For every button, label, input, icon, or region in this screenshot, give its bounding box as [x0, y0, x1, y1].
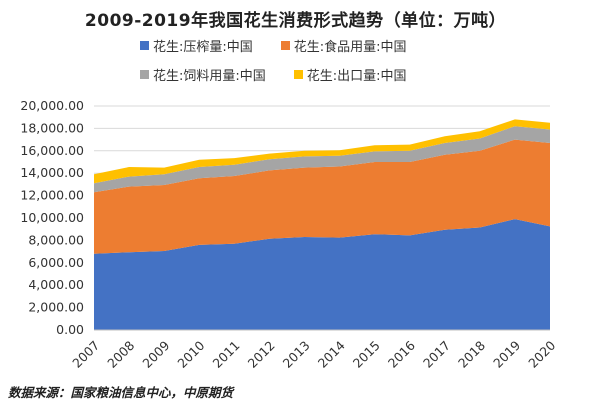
y-tick-label: 10,000.00: [20, 210, 84, 225]
x-tick-label: 2012: [245, 338, 278, 371]
legend: 花生:压榨量:中国 花生:食品用量:中国 花生:饲料用量:中国 花生:出口量:中…: [140, 36, 560, 94]
x-tick-label: 2014: [315, 338, 348, 371]
y-tick-label: 4,000.00: [28, 277, 84, 292]
area-series-1: [94, 139, 550, 254]
data-source-note: 数据来源：国家粮油信息中心，中原期货: [8, 385, 234, 400]
y-tick-label: 2,000.00: [28, 300, 84, 315]
legend-label-crush: 花生:压榨量:中国: [153, 40, 253, 55]
x-tick-label: 2011: [210, 338, 243, 371]
area-series-0: [94, 219, 550, 330]
y-tick-label: 18,000.00: [20, 120, 84, 135]
x-tick-label: 2009: [139, 338, 172, 371]
y-axis-ticks: 0.00 2,000.00 4,000.00 6,000.00 8,000.00 10,0…: [20, 98, 84, 337]
y-tick-label: 12,000.00: [20, 188, 84, 203]
y-tick-label: 0.00: [56, 322, 84, 337]
x-tick-label: 2016: [385, 338, 418, 371]
y-tick-label: 8,000.00: [28, 232, 84, 247]
x-tick-label: 2007: [69, 338, 102, 371]
y-tick-label: 20,000.00: [20, 98, 84, 113]
legend-label-food: 花生:食品用量:中国: [293, 40, 407, 55]
chart-title: 2009-2019年我国花生消费形式趋势（单位：万吨）: [84, 11, 507, 31]
x-tick-label: 2019: [490, 338, 523, 371]
legend-item-food: 花生:食品用量:中国: [280, 36, 407, 55]
y-tick-label: 6,000.00: [28, 255, 84, 270]
area-series: [94, 119, 550, 330]
x-tick-label: 2010: [174, 338, 207, 371]
legend-swatch-feed: [140, 70, 149, 79]
area-series-3: [94, 119, 550, 184]
legend-item-feed: 花生:饲料用量:中国: [140, 65, 266, 84]
legend-swatch-food: [280, 41, 290, 50]
y-tick-label: 14,000.00: [20, 165, 84, 180]
legend-label-export: 花生:出口量:中国: [306, 69, 407, 84]
legend-swatch-crush: [140, 41, 149, 50]
x-tick-label: 2013: [280, 338, 313, 371]
x-tick-label: 2008: [104, 338, 137, 371]
legend-swatch-export: [293, 70, 303, 79]
x-tick-label: 2018: [455, 338, 488, 371]
area-series-2: [94, 126, 550, 193]
x-tick-label: 2017: [420, 338, 453, 371]
x-axis-ticks: 2007 2008 2009 2010 2011 2012 2013 2014 2015 2016…: [69, 338, 558, 371]
x-tick-label: 2015: [350, 338, 383, 371]
y-tick-label: 16,000.00: [20, 143, 84, 158]
legend-item-export: 花生:出口量:中国: [293, 65, 407, 84]
legend-label-feed: 花生:饲料用量:中国: [153, 69, 266, 84]
legend-item-crush: 花生:压榨量:中国: [140, 36, 253, 55]
x-tick-label: 2020: [525, 338, 558, 371]
